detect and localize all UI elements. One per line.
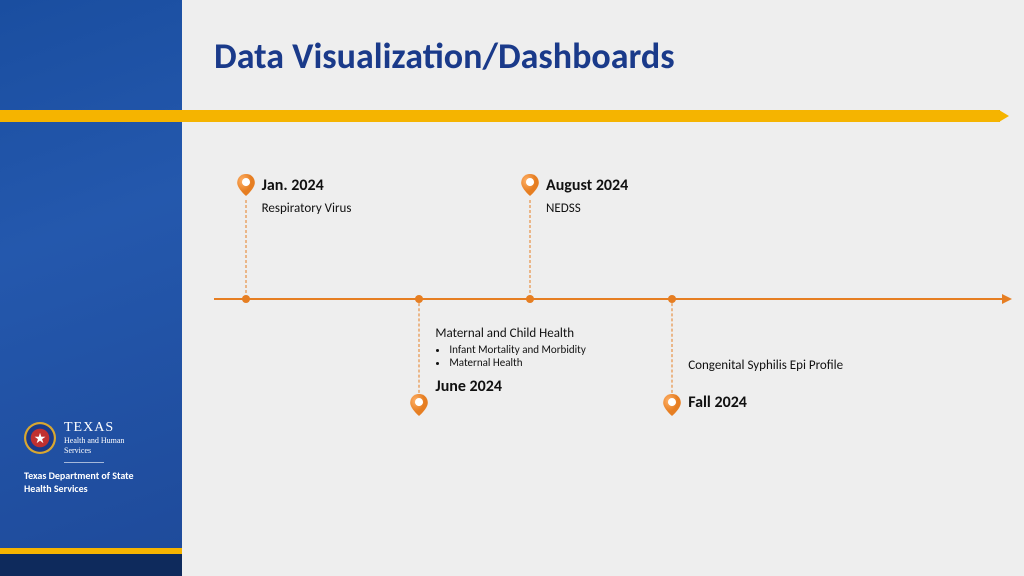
dept-line1: Texas Department of State [24,469,134,482]
timeline-stem [419,298,420,398]
event-desc: Congenital Syphilis Epi Profile [688,358,843,373]
event-date: Fall 2024 [688,393,843,412]
logo-brand: TEXAS [64,420,134,436]
event-date: June 2024 [435,377,585,396]
logo-block: TEXAS Health and Human Services Texas De… [24,420,134,495]
sidebar-bottom-band [0,554,182,576]
timeline-arrow-icon [1002,294,1012,304]
map-pin-icon [408,394,430,416]
accent-ribbon [0,110,1000,122]
event-date: Jan. 2024 [262,176,352,195]
event-bullet: Maternal Health [449,356,585,369]
map-pin-icon [661,394,683,416]
logo-brand-sub1: Health and Human [64,437,134,446]
timeline-event: August 2024 NEDSS [546,176,628,216]
event-desc: Respiratory Virus [262,201,352,216]
page-title: Data Visualization/Dashboards [214,34,675,78]
timeline-axis [214,298,1004,300]
event-date: August 2024 [546,176,628,195]
timeline-event: Jan. 2024 Respiratory Virus [262,176,352,216]
event-desc: Maternal and Child Health [435,326,585,341]
timeline-event: Maternal and Child Health Infant Mortalit… [435,326,585,396]
timeline-event: Congenital Syphilis Epi Profile Fall 2024 [688,352,843,412]
map-pin-icon [235,174,257,196]
timeline-stem [245,200,246,298]
event-bullets: Infant Mortality and MorbidityMaternal H… [449,343,585,369]
map-pin-icon [519,174,541,196]
logo-brand-sub2: Services [64,447,134,456]
state-seal-icon [24,422,56,454]
event-desc: NEDSS [546,201,628,216]
timeline-stem [530,200,531,298]
timeline-stem [672,298,673,398]
timeline: Jan. 2024Respiratory VirusMaternal and C… [214,298,1004,300]
sidebar: TEXAS Health and Human Services Texas De… [0,0,182,576]
dept-line2: Health Services [24,482,134,495]
event-bullet: Infant Mortality and Morbidity [449,343,585,356]
logo-divider [64,462,104,463]
